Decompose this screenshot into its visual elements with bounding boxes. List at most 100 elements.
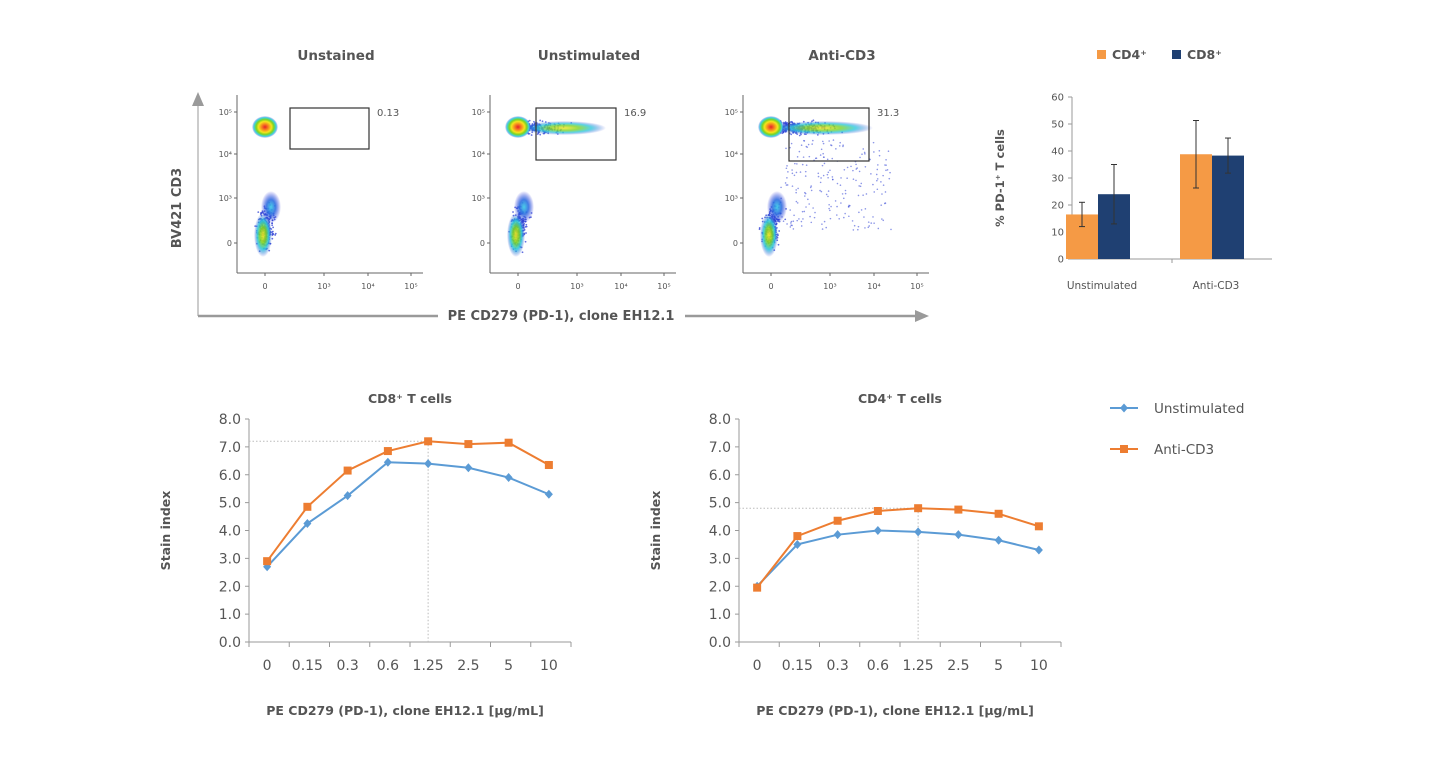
flow-x-tick-label: 10³ [823,282,836,291]
event-dot [826,173,829,176]
event-dot [888,177,891,180]
event-dot [822,174,825,177]
line-y-tick-label: 2.0 [709,579,731,595]
line-x-tick-label: 10 [1030,658,1048,674]
event-dot [810,189,813,192]
event-dot [857,228,859,231]
bar-legend-label: CD8⁺ [1187,47,1222,62]
event-dot [807,198,809,201]
event-dot [842,144,844,147]
bar-y-tick-label: 0 [1058,255,1064,266]
event-dot [836,205,838,208]
event-dot [878,154,881,157]
event-dot [841,193,844,195]
flow-x-tick-label: 0 [515,282,520,291]
diamond-marker [954,530,963,540]
event-dot [844,189,847,192]
event-dot [533,120,535,123]
bar-y-axis-label: % PD-1⁺ T cells [993,129,1007,227]
density-hotspot [758,116,784,138]
square-marker [1120,445,1128,453]
square-marker [793,532,802,541]
event-dot [872,183,874,186]
line-y-tick-label: 3.0 [709,551,731,567]
diamond-marker [504,473,513,483]
square-marker [954,505,963,514]
event-dot [842,145,844,148]
event-dot [843,216,845,219]
density-hotspot [505,116,531,138]
event-dot [881,193,883,195]
event-dot [790,220,793,223]
bar-y-tick-label: 60 [1051,93,1064,104]
event-dot [807,143,810,146]
event-dot [804,191,806,194]
event-dot [862,194,864,196]
flow-y-tick-label: 10³ [472,194,485,203]
event-dot [274,234,277,236]
event-dot [870,173,872,175]
event-dot [812,207,814,209]
event-dot [826,158,829,161]
event-dot [780,197,782,200]
flow-y-tick-label: 10⁴ [725,150,738,159]
event-dot [815,157,818,159]
event-dot [877,164,879,166]
event-dot [512,211,514,213]
flow-y-tick-label: 10³ [725,194,738,203]
event-dot [778,230,781,232]
event-dot [761,217,764,220]
event-dot [525,223,528,226]
line-y-tick-label: 6.0 [219,468,241,484]
event-dot [804,170,807,173]
event-dot [819,181,822,184]
line-x-tick-label: 1.25 [903,658,934,674]
flow-y-tick-label: 10⁵ [725,108,738,117]
event-dot [858,211,860,214]
event-dot [831,178,834,181]
event-dot [884,191,887,193]
line-x-tick-label: 0.15 [292,658,323,674]
event-dot [828,203,830,206]
event-dot [795,200,798,203]
event-dot [795,171,798,174]
density-hotspot [252,116,278,138]
density-blob [760,213,778,257]
event-dot [819,189,821,192]
event-dot [803,139,805,142]
bar-y-tick-label: 50 [1051,120,1064,131]
event-dot [889,171,891,174]
event-dot [799,171,802,173]
event-dot [827,190,830,192]
event-dot [808,203,810,205]
event-dot [844,192,847,195]
event-dot [869,158,871,161]
legend-label: Anti-CD3 [1154,442,1214,458]
density-blob [773,121,873,135]
line-y-axis-label: Stain index [648,491,663,571]
flow-panel-1: Unstained 10⁵ 10⁴ 10³ 0 0 10³ 10⁴ 10⁵ 0.13 [219,48,423,291]
event-dot [885,158,887,161]
event-dot [884,164,886,166]
event-dot [876,168,879,171]
event-dot [823,220,826,223]
event-dot [872,141,875,144]
gate-percentage: 31.3 [877,108,899,119]
event-dot [868,225,871,227]
line-y-tick-label: 0.0 [219,635,241,651]
diamond-marker [303,519,312,529]
flow-y-axis-label: BV421 CD3 [170,168,185,248]
flow-x-tick-label: 10⁵ [910,282,923,291]
event-dot [782,220,785,223]
event-dot [271,224,274,227]
flow-panel-title: Anti-CD3 [808,48,875,64]
event-dot [863,151,866,154]
event-dot [864,153,866,155]
event-dot [822,152,824,155]
event-dot [865,193,868,195]
event-dot [828,140,830,142]
event-dot [796,219,799,222]
flow-density-plot [758,116,892,257]
event-dot [830,205,832,208]
event-dot [875,173,878,176]
